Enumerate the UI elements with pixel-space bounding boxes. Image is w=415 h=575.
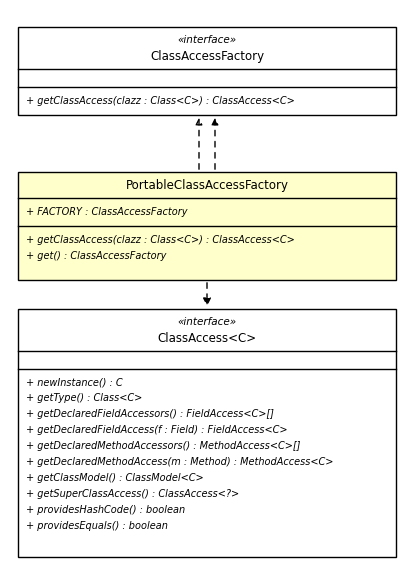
Text: + providesHashCode() : boolean: + providesHashCode() : boolean <box>26 505 185 515</box>
Text: + FACTORY : ClassAccessFactory: + FACTORY : ClassAccessFactory <box>26 207 188 217</box>
Text: «interface»: «interface» <box>178 317 237 327</box>
Bar <box>18 172 396 280</box>
Text: «interface»: «interface» <box>178 36 237 45</box>
Bar <box>18 309 396 557</box>
Text: + providesEquals() : boolean: + providesEquals() : boolean <box>26 521 168 531</box>
Text: + getClassModel() : ClassModel<C>: + getClassModel() : ClassModel<C> <box>26 473 204 483</box>
Text: + getType() : Class<C>: + getType() : Class<C> <box>26 393 142 403</box>
Bar <box>18 27 396 115</box>
Text: + get() : ClassAccessFactory: + get() : ClassAccessFactory <box>26 251 166 261</box>
Text: PortableClassAccessFactory: PortableClassAccessFactory <box>125 178 288 191</box>
Text: ClassAccessFactory: ClassAccessFactory <box>150 50 264 63</box>
Text: + getSuperClassAccess() : ClassAccess<?>: + getSuperClassAccess() : ClassAccess<?> <box>26 489 239 499</box>
Text: + newInstance() : C: + newInstance() : C <box>26 377 122 387</box>
Text: + getDeclaredFieldAccess(f : Field) : FieldAccess<C>: + getDeclaredFieldAccess(f : Field) : Fi… <box>26 425 288 435</box>
Text: + getDeclaredFieldAccessors() : FieldAccess<C>[]: + getDeclaredFieldAccessors() : FieldAcc… <box>26 409 274 419</box>
Text: + getClassAccess(clazz : Class<C>) : ClassAccess<C>: + getClassAccess(clazz : Class<C>) : Cla… <box>26 235 295 245</box>
Text: ClassAccess<C>: ClassAccess<C> <box>157 332 256 345</box>
Text: + getClassAccess(clazz : Class<C>) : ClassAccess<C>: + getClassAccess(clazz : Class<C>) : Cla… <box>26 96 295 106</box>
Text: + getDeclaredMethodAccess(m : Method) : MethodAccess<C>: + getDeclaredMethodAccess(m : Method) : … <box>26 457 333 467</box>
Text: + getDeclaredMethodAccessors() : MethodAccess<C>[]: + getDeclaredMethodAccessors() : MethodA… <box>26 441 300 451</box>
